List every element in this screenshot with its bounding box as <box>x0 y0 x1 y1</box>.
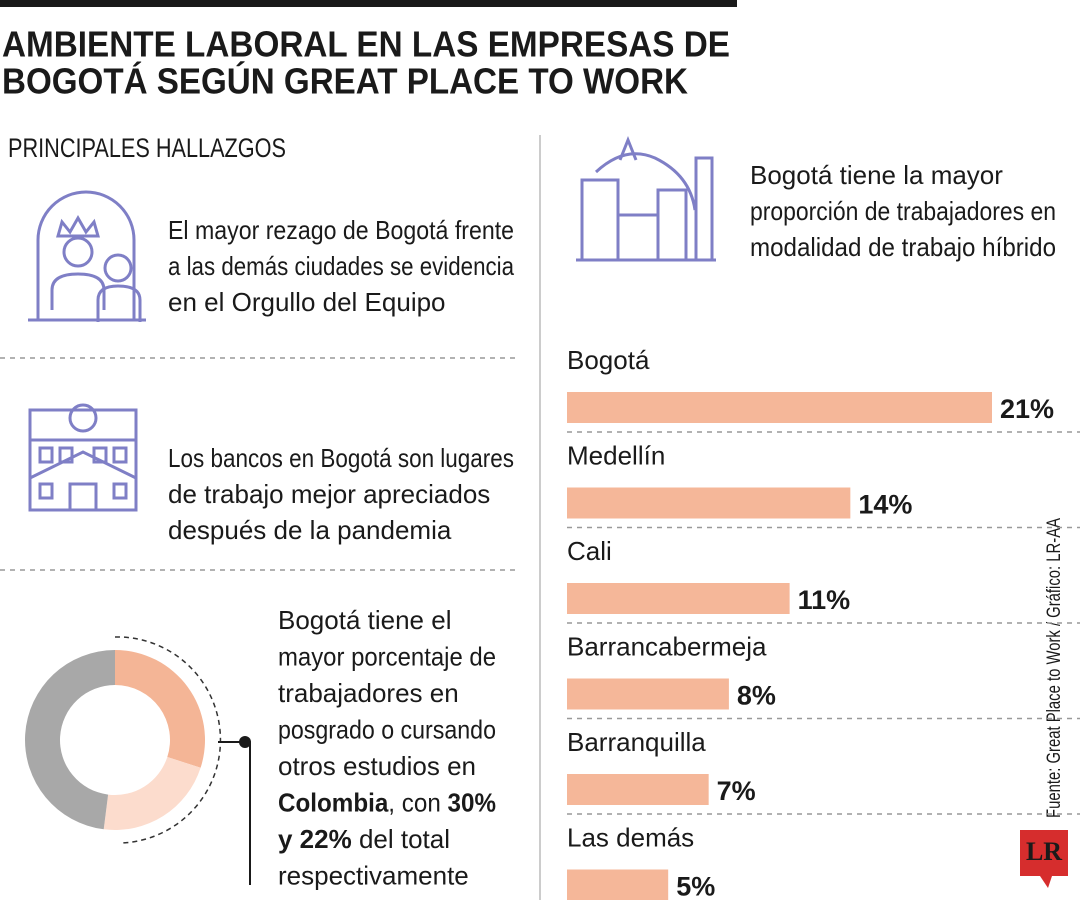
donut-segment <box>115 650 206 768</box>
value-label: 5% <box>676 872 715 900</box>
text-run: Bogotá tiene el <box>278 605 451 635</box>
bar <box>567 678 729 710</box>
logo-box <box>1020 830 1068 876</box>
text-run: y 22% <box>278 824 352 854</box>
category-label: Barrancabermeja <box>567 631 767 661</box>
bar <box>567 392 992 423</box>
logo: LR <box>1026 837 1062 866</box>
bar <box>567 583 790 614</box>
category-label: Las demás <box>567 822 694 852</box>
education-text: posgrado o cursando <box>278 714 496 744</box>
category-label: Medellín <box>567 440 665 470</box>
finding-text: en el Orgullo del Equipo <box>168 287 446 317</box>
education-text: Colombia, con 30% <box>278 787 496 817</box>
bar <box>567 774 709 805</box>
finding-text: Los bancos en Bogotá son lugares <box>168 443 514 473</box>
value-label: 21% <box>1000 394 1054 424</box>
title: BOGOTÁ SEGÚN GREAT PLACE TO WORK <box>2 60 688 102</box>
finding-text: después de la pandemia <box>168 515 452 545</box>
education-text: respectivamente <box>278 860 469 890</box>
donut-bracket <box>114 636 222 844</box>
education-text: y 22% del total <box>278 824 450 854</box>
hybrid-text: proporción de trabajadores en <box>750 196 1056 226</box>
bar <box>567 487 851 519</box>
text-run: del total <box>352 824 450 854</box>
top-bar <box>0 0 737 7</box>
text-run: otros estudios en <box>278 751 476 781</box>
education-text: Bogotá tiene el <box>278 605 451 635</box>
city-icon <box>576 135 716 262</box>
text-run: posgrado o cursando <box>278 714 496 744</box>
finding-text: de trabajo mejor apreciados <box>168 479 490 509</box>
team-icon <box>28 190 146 322</box>
value-label: 7% <box>717 776 756 806</box>
education-text: mayor porcentaje de <box>278 641 496 671</box>
bar <box>567 869 669 900</box>
finding-text: El mayor rezago de Bogotá frente <box>168 215 514 245</box>
text-run: mayor porcentaje de <box>278 641 496 671</box>
title: AMBIENTE LABORAL EN LAS EMPRESAS DE <box>2 24 730 65</box>
source: Fuente: Great Place to Work / Gráfico: L… <box>1044 518 1065 818</box>
logo-tail <box>1040 876 1052 888</box>
category-label: Bogotá <box>567 345 650 375</box>
hybrid-text: modalidad de trabajo híbrido <box>750 232 1056 262</box>
hybrid-text: Bogotá tiene la mayor <box>750 160 1003 190</box>
category-label: Barranquilla <box>567 727 706 757</box>
category-label: Cali <box>567 536 612 566</box>
education-text: trabajadores en <box>278 678 459 708</box>
value-label: 11% <box>798 585 851 615</box>
value-label: 8% <box>737 681 776 711</box>
text-run: trabajadores en <box>278 678 459 708</box>
text-run: 30% <box>448 787 496 817</box>
bank-icon <box>28 403 138 512</box>
value-label: 14% <box>858 490 912 520</box>
text-run: Colombia <box>278 787 389 817</box>
text-run: respectivamente <box>278 860 469 890</box>
donut-segment <box>24 650 116 830</box>
connector-dot <box>239 736 251 748</box>
finding-text: a las demás ciudades se evidencia <box>168 251 514 281</box>
section-title: PRINCIPALES HALLAZGOS <box>8 133 286 163</box>
text-run: , con <box>388 787 447 817</box>
donut-segment <box>103 756 201 831</box>
education-text: otros estudios en <box>278 751 476 781</box>
